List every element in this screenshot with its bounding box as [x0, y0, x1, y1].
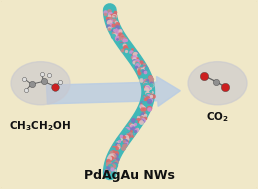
- Circle shape: [11, 62, 70, 105]
- Text: $\mathregular{CO_2}$: $\mathregular{CO_2}$: [206, 110, 229, 124]
- FancyArrow shape: [46, 76, 180, 106]
- Circle shape: [188, 62, 247, 105]
- Text: $\mathregular{CH_3CH_2OH}$: $\mathregular{CH_3CH_2OH}$: [10, 119, 71, 133]
- Text: PdAgAu NWs: PdAgAu NWs: [84, 169, 174, 182]
